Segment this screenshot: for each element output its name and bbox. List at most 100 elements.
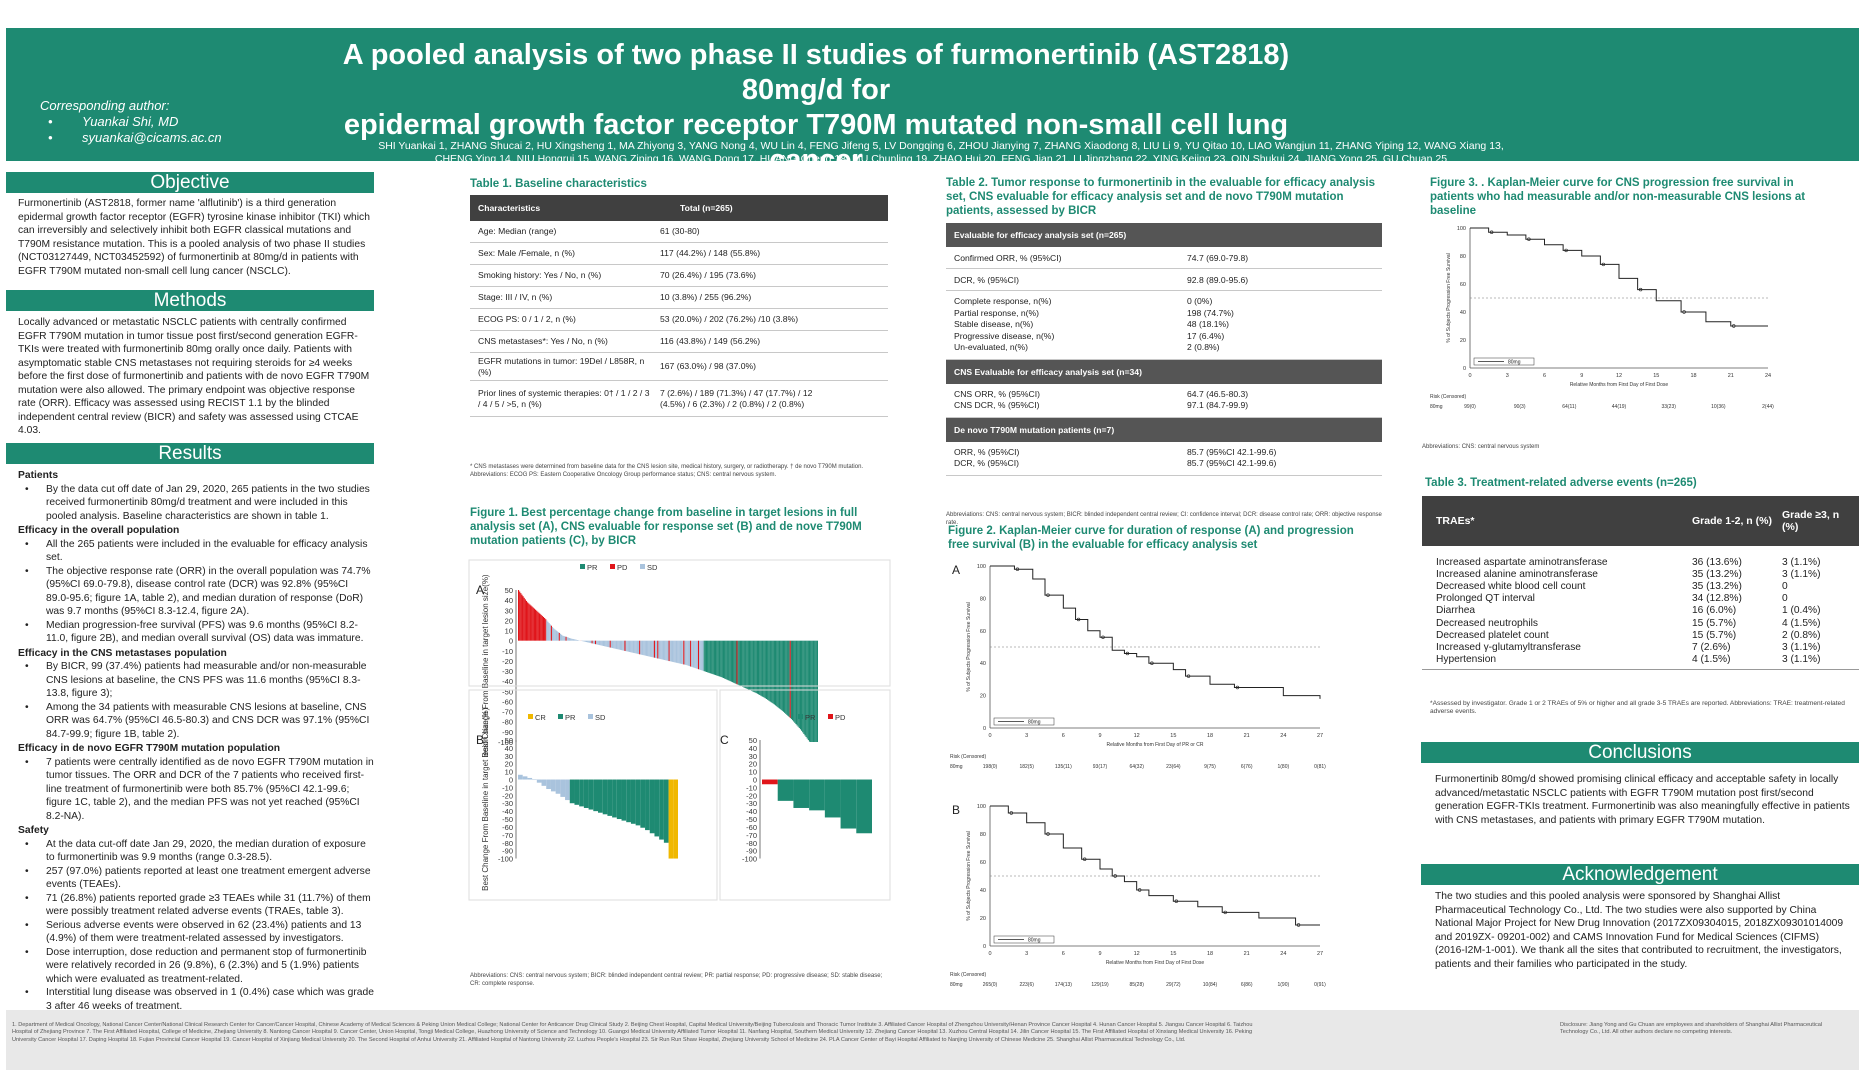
corresponding-email[interactable]: syuankai@cicams.ac.cn [40, 130, 222, 146]
fig1a-bar [743, 640, 745, 688]
fig1a-bar [797, 640, 799, 727]
fig1c-y-tick: -10 [746, 783, 757, 792]
fig1b-y-tick: 10 [505, 768, 513, 777]
fig3-y-tick: 60 [1460, 282, 1466, 288]
fig1a-bar [537, 611, 539, 641]
fig1a-bar [554, 629, 556, 641]
efficacy-overall-bullet-2: The objective response rate (ORR) in the… [18, 565, 374, 619]
fig1b-y-tick: 30 [505, 752, 513, 761]
fig1a-bar [593, 640, 595, 644]
table1-cell-value: 10 (3.8%) / 255 (96.2%) [660, 292, 752, 303]
fig1a-y-tick: -80 [502, 718, 513, 727]
fig1a-y-label: Best Change From Baseline in target lesi… [481, 574, 490, 758]
table2-cell-value: 92.8 (89.0-95.6) [1187, 274, 1249, 285]
fig1a-bar [529, 604, 531, 641]
corresponding-author: Corresponding author: Yuankai Shi, MD sy… [40, 98, 222, 146]
fig1a-bar [677, 640, 679, 664]
fig1a-bar [763, 640, 765, 698]
fig3-risk-value: 2(44) [1762, 404, 1774, 410]
fig1a-bar [643, 640, 645, 656]
fig1a-bar [760, 640, 762, 696]
fig1a-bar [779, 640, 781, 710]
figure3-title: Figure 3. . Kaplan-Meier curve for CNS p… [1430, 177, 1806, 217]
fig1a-bar [676, 640, 678, 663]
safety-bullet-5: Dose interruption, dose reduction and pe… [18, 946, 374, 987]
fig1a-bar [630, 640, 632, 653]
fig1a-bar [795, 640, 797, 725]
fig1a-bar [741, 640, 743, 687]
fig1a-bar [782, 640, 785, 712]
fig3-curve [1470, 227, 1768, 327]
fig1a-bar [567, 637, 569, 641]
safety-heading: Safety [18, 825, 49, 836]
corresponding-label: Corresponding author: [40, 98, 170, 113]
fig1a-bar [747, 640, 749, 690]
fig1a-bar [613, 640, 615, 649]
fig2a-y-tick: 80 [980, 596, 986, 602]
fig1a-bar [574, 639, 576, 641]
fig1a-bar [523, 597, 525, 641]
table2-row: DCR, % (95%CI) 92.8 (89.0-95.6) [946, 269, 1382, 291]
footer-affiliations: 1. Department of Medical Oncology, Natio… [12, 1022, 1253, 1043]
fig1a-bar [774, 640, 777, 706]
table3-cell-grade12: 16 (6.0%) [1692, 605, 1737, 617]
table2-response-value: 2 (0.8%) [1187, 342, 1220, 352]
table1-cell-label: Prior lines of systemic therapies: 0† / … [478, 388, 650, 409]
fig1a-bar [576, 640, 578, 641]
fig2a-x-tick: 6 [1062, 733, 1065, 739]
fig2b-risk-value: 129(19) [1091, 982, 1109, 988]
fig1a-bar [710, 640, 712, 674]
fig3-x-tick: 9 [1580, 373, 1583, 379]
footer [6, 1010, 1859, 1070]
fig1a-bar [777, 640, 779, 708]
fig1b-bar [616, 779, 622, 820]
fig1a-bar [665, 640, 667, 661]
fig1a-bar [601, 640, 603, 646]
fig1a-bar [691, 640, 693, 667]
fig1a-bar [661, 640, 663, 660]
fig1b-frame [468, 689, 718, 901]
fig1a-bar [678, 640, 680, 664]
fig1a-bar [811, 640, 813, 742]
fig1a-bar [607, 640, 609, 648]
fig2a-censor-mark [1046, 593, 1050, 597]
fig1a-bar [738, 640, 740, 686]
fig1b-bar [668, 779, 674, 859]
fig1b-bar [612, 779, 617, 818]
fig1a-bar [565, 636, 567, 641]
fig2a-y-tick: 0 [983, 726, 986, 732]
efficacy-denovo-bullet: 7 patients were centrally identified as … [18, 756, 374, 824]
patients-bullet: By the data cut off date of Jan 29, 2020… [18, 483, 374, 524]
fig1a-bar [548, 623, 550, 641]
fig1a-bar [528, 603, 530, 641]
fig1a-bar [551, 626, 554, 641]
poster-title: A pooled analysis of two phase II studie… [296, 38, 1336, 178]
fig3-x-tick: 3 [1506, 373, 1509, 379]
fig1a-bar [671, 640, 674, 662]
fig1c-y-tick: 20 [749, 760, 757, 769]
table1-row: EGFR mutations in tumor: 19Del / L858R, … [470, 353, 888, 381]
fig2b-y-tick: 60 [980, 860, 986, 866]
fig1a-bar [679, 640, 682, 664]
authors-line-3: The affiliations of authors are listed b… [843, 166, 1039, 178]
fig2a-risk-label: Risk (Censored) [950, 754, 986, 760]
fig2b-censor-mark [1113, 874, 1117, 878]
fig3-risk-value: 90(3) [1514, 404, 1526, 410]
fig1a-y-tick: 40 [505, 596, 513, 605]
fig1a-bar [796, 640, 798, 726]
figure2a-chart: A 0 20 40 60 80 100 0 3 6 9 12 15 18 21 24 27 Relative Mo… [950, 563, 1326, 770]
fig1a-bar [716, 640, 718, 676]
fig1a-bar [538, 612, 540, 641]
efficacy-denovo-heading: Efficacy in de novo EGFR T790M mutation … [18, 743, 281, 754]
fig3-y-tick: 0 [1463, 366, 1466, 372]
table2-response-label: Partial response, n(%) [954, 307, 1040, 318]
fig2a-curve [990, 565, 1321, 699]
fig1a-bar [522, 596, 524, 641]
table2-response-values: 0 (0%) 198 (74.7%) 48 (18.1%) 17 (6.4%) 2 (0… [1187, 296, 1382, 354]
fig2b-y-tick: 20 [980, 916, 986, 922]
fig1a-bar [627, 640, 629, 652]
fig2a-risk-value: 135(11) [1055, 764, 1072, 770]
fig1a-bar [686, 640, 688, 666]
fig1a-bar [814, 640, 816, 742]
fig2a-risk-value: 93(17) [1093, 764, 1108, 770]
